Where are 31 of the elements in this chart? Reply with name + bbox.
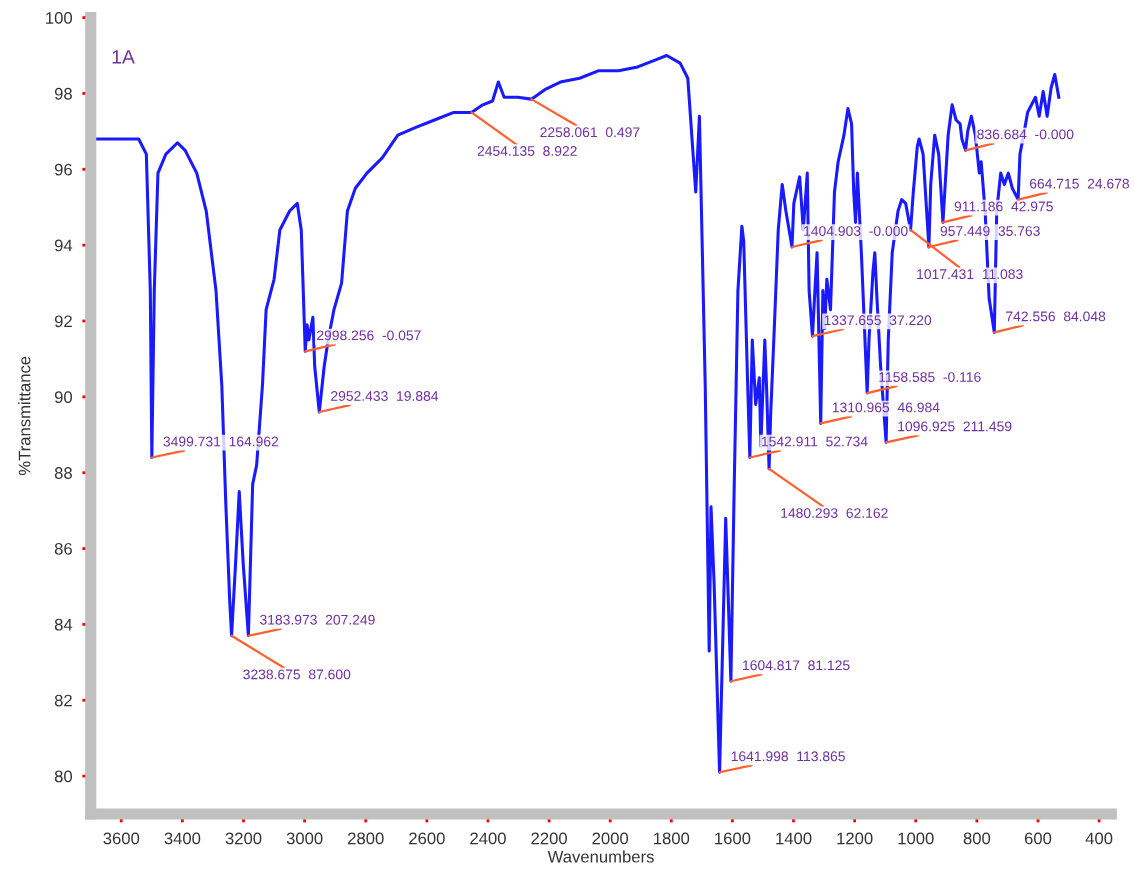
y-tick-label: 80 bbox=[54, 770, 73, 783]
x-tick-label: 1000 bbox=[898, 832, 934, 845]
annotation: 1A bbox=[112, 50, 135, 64]
x-tick-label: 3400 bbox=[164, 832, 201, 845]
y-tick-label: 96 bbox=[54, 163, 72, 176]
x-tick-label: 3000 bbox=[286, 832, 323, 845]
x-tick-label: 1600 bbox=[715, 832, 751, 845]
x-tick-label: 800 bbox=[963, 832, 991, 845]
x-tick-label: 600 bbox=[1024, 832, 1052, 845]
y-tick-label: 98 bbox=[54, 87, 72, 100]
x-tick-label: 2000 bbox=[592, 832, 629, 845]
y-tick-label: 94 bbox=[54, 239, 73, 252]
x-tick-label: 1200 bbox=[837, 832, 873, 845]
x-tick-label: 1800 bbox=[654, 832, 690, 845]
x-tick-label: 3600 bbox=[103, 832, 140, 845]
x-tick-label: 3200 bbox=[225, 832, 262, 845]
y-tick-label: 90 bbox=[54, 391, 73, 404]
y-tick-label: 82 bbox=[54, 694, 72, 707]
y-tick-label: 84 bbox=[54, 618, 73, 631]
x-tick-label: 1400 bbox=[776, 832, 812, 845]
x-tick-label: 2600 bbox=[409, 832, 445, 845]
x-axis-title: Wavenumbers bbox=[547, 850, 654, 863]
y-axis-title: %Transmittance bbox=[18, 356, 31, 476]
x-tick-label: 2200 bbox=[531, 832, 567, 845]
y-tick-label: 88 bbox=[54, 467, 72, 479]
y-tick-label: 92 bbox=[54, 315, 72, 328]
y-tick-label: 86 bbox=[54, 542, 72, 555]
y-tick-label: 100 bbox=[46, 12, 73, 24]
x-tick-label: 400 bbox=[1085, 832, 1113, 845]
x-tick-label: 2400 bbox=[470, 832, 506, 845]
x-tick-label: 2800 bbox=[348, 832, 384, 845]
